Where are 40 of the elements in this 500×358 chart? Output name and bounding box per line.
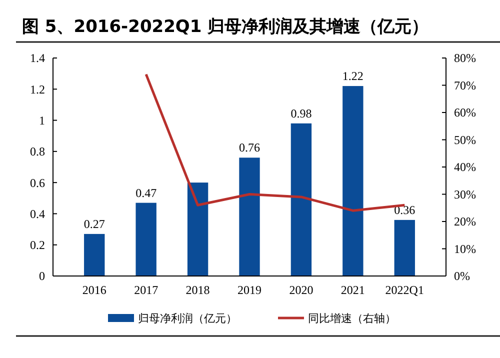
y-tick-label: 1.4 — [30, 51, 45, 66]
data-label: 0.76 — [239, 140, 260, 155]
data-label: 0.27 — [84, 216, 105, 231]
bar — [290, 123, 312, 276]
y-tick-label: 1.2 — [30, 82, 45, 96]
bar — [394, 220, 415, 276]
x-tick-label: 2022Q1 — [385, 283, 424, 297]
data-label: 0.98 — [290, 106, 312, 120]
bar — [187, 182, 208, 276]
y-tick-label: 0.2 — [30, 238, 45, 252]
y2-tick-label: 0% — [454, 269, 470, 284]
x-tick-label: 2017 — [134, 283, 158, 297]
data-label: 0.36 — [394, 202, 416, 217]
y2-tick-label: 30% — [454, 187, 476, 202]
bar — [239, 158, 260, 276]
y2-tick-label: 50% — [454, 132, 476, 147]
y-tick-label: 0.4 — [30, 206, 45, 221]
legend-label: 归母净利润（亿元） — [138, 312, 237, 325]
y-tick-label: 0 — [39, 269, 45, 284]
x-tick-label: 2018 — [186, 283, 210, 297]
x-tick-label: 2019 — [238, 283, 262, 297]
x-tick-label: 2021 — [340, 283, 365, 297]
chart-title: 图 5、2016-2022Q1 归母净利润及其增速（亿元） — [22, 17, 429, 37]
x-tick-label: 2016 — [82, 283, 106, 297]
data-label: 1.22 — [342, 69, 364, 84]
y-tick-label: 0.6 — [30, 176, 45, 190]
legend-label: 同比增速（右轴） — [308, 312, 396, 325]
y2-tick-label: 60% — [454, 106, 476, 120]
data-label: 0.47 — [136, 186, 157, 200]
y2-tick-label: 40% — [454, 160, 476, 174]
y2-tick-label: 70% — [454, 78, 476, 92]
x-tick-label: 2020 — [289, 283, 314, 297]
bar — [84, 234, 105, 276]
y2-tick-label: 10% — [454, 242, 476, 256]
y-tick-label: 0.8 — [30, 144, 45, 159]
y2-tick-label: 80% — [454, 51, 476, 66]
y-tick-label: 1 — [39, 113, 45, 128]
y2-tick-label: 20% — [454, 214, 476, 229]
bar — [342, 86, 364, 276]
bar — [136, 202, 156, 276]
